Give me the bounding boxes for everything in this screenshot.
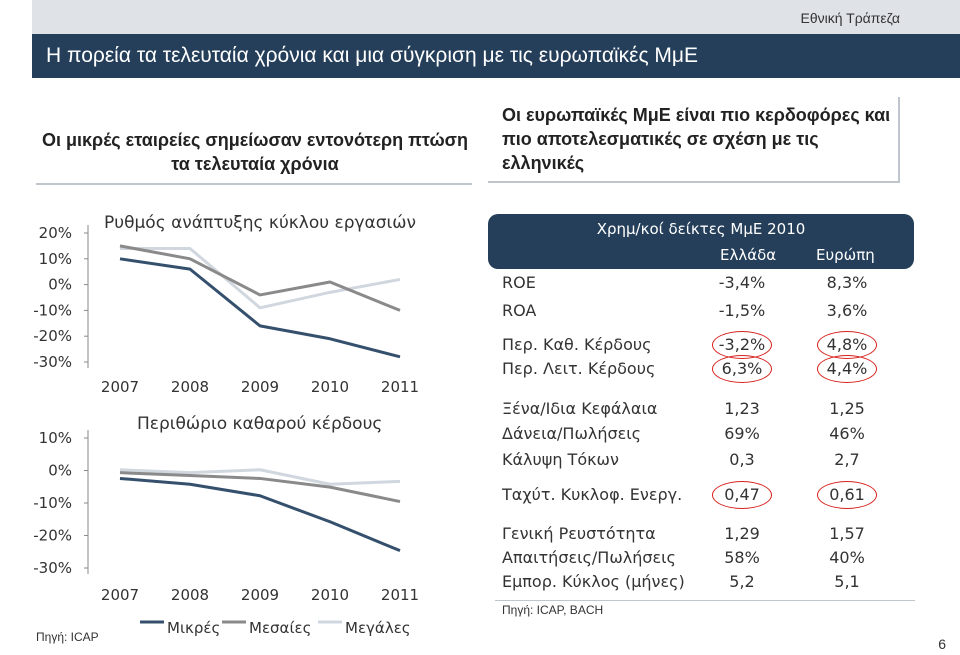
highlight-ring [817,355,877,383]
ratios-bottom-rule [495,600,915,601]
title-band [32,34,960,78]
highlight-ring [712,481,772,509]
ratio-greece-value: 0,3 [729,450,755,469]
y-tick-label: 20% [39,224,72,242]
ratio-label: Εμπορ. Κύκλος (μήνες) [502,572,685,591]
brand-name: Εθνική Τράπεζα [800,10,901,26]
x-tick-label: 2010 [311,378,349,396]
chart-title: Ρυθμός ανάπτυξης κύκλου εργασιών [104,213,416,233]
left-divider [36,183,472,185]
ratio-label: Δάνεια/Πωλήσεις [502,424,642,443]
ratio-europe-value: 40% [829,548,865,567]
page-title: Η πορεία τα τελευταία χρόνια και μια σύγ… [46,44,699,67]
ratio-row: Δάνεια/Πωλήσεις 69% 46% [502,424,882,448]
x-tick-label: 2008 [171,378,209,396]
column-europe: Ευρώπη [816,246,875,264]
ratio-greece-value: 5,2 [729,572,755,591]
y-tick-label: -10% [33,301,72,319]
x-tick-label: 2009 [241,378,279,396]
ratio-europe-value: 1,25 [829,399,865,418]
series-line-small [119,476,401,553]
left-heading: Οι μικρές εταιρείες σημείωσαν εντονότερη… [42,130,468,174]
x-tick-label: 2011 [381,378,419,396]
highlight-ring [817,481,877,509]
x-tick-label: 2007 [101,378,139,396]
ratio-europe-value: 1,57 [829,524,865,543]
ratio-row: ROA -1,5% 3,6% [502,301,882,325]
ratio-row: Απαιτήσεις/Πωλήσεις 58% 40% [502,548,882,572]
ratio-row: ROE -3,4% 8,3% [502,273,882,297]
y-tick-label: 10% [39,250,72,268]
ratio-europe-value: 2,7 [834,450,860,469]
y-tick-label: 10% [39,429,72,447]
series-line-small [119,257,401,359]
y-tick-label: 0% [48,462,72,480]
x-tick-label: 2010 [311,586,349,604]
ratio-row: Κάλυψη Τόκων 0,3 2,7 [502,450,882,474]
highlight-ring [712,355,772,383]
ratio-greece-value: 1,23 [724,399,760,418]
ratio-greece-value: -1,5% [718,301,766,320]
ratio-europe-value: 8,3% [826,273,868,292]
column-greece: Ελλάδα [720,246,777,264]
ratio-europe-value: 3,6% [826,301,868,320]
ratio-label: Περ. Λειτ. Κέρδους [502,359,656,378]
y-tick-label: -20% [33,527,72,545]
ratio-row: Ξένα/Ιδια Κεφάλαια 1,23 1,25 [502,399,882,423]
ratio-greece-value: 58% [724,548,760,567]
legend-label: Μικρές [167,619,220,637]
ratio-row: Γενική Ρευστότητα 1,29 1,57 [502,524,882,548]
right-heading: Οι ευρωπαϊκές ΜμΕ είναι πιο κερδοφόρες κ… [502,105,891,173]
x-tick-label: 2008 [171,586,209,604]
series-line-medium [119,244,401,312]
page-number: 6 [938,636,946,652]
ratio-row: Εμπορ. Κύκλος (μήνες) 5,2 5,1 [502,572,882,596]
y-tick-label: 0% [48,276,72,294]
x-tick-label: 2011 [381,586,419,604]
ratio-greece-value: -3,4% [718,273,766,292]
ratios-title: Χρημ/κοί δείκτες ΜμΕ 2010 [596,220,806,238]
series-line-large [119,468,401,486]
ratio-label: Ξένα/Ιδια Κεφάλαια [502,399,658,418]
line-charts: Ρυθμός ανάπτυξης κύκλου εργασιών 20% 10% 0%… [33,213,419,637]
ratio-greece-value: 1,29 [724,524,760,543]
ratio-label: Απαιτήσεις/Πωλήσεις [502,548,676,567]
ratio-label: ROA [502,301,537,320]
ratio-label: Γενική Ρευστότητα [502,524,656,543]
series-line-medium [119,471,401,504]
y-tick-label: -30% [33,559,72,577]
ratio-label: Ταχύτ. Κυκλοφ. Ενεργ. [502,485,683,504]
right-heading-frame [488,97,900,183]
x-tick-label: 2007 [101,586,139,604]
chart-title: Περιθώριο καθαρού κέρδους [137,414,382,434]
y-tick-label: -30% [33,353,72,371]
ratio-label: Κάλυψη Τόκων [502,450,619,469]
ratios-header: Χρημ/κοί δείκτες ΜμΕ 2010 Ελλάδα Ευρώπη [488,214,914,269]
legend-label: Μεσαίες [249,619,311,637]
right-source: Πηγή: ICAP, BACH [502,603,604,617]
left-source: Πηγή: ICAP [36,630,99,644]
series-line-large [120,246,401,310]
ratio-label: Περ. Καθ. Κέρδους [502,335,652,354]
ratio-label: ROE [502,273,536,292]
legend-label: Μεγάλες [345,619,411,637]
x-tick-label: 2009 [241,586,279,604]
ratio-europe-value: 5,1 [834,572,860,591]
ratio-europe-value: 46% [829,424,865,443]
top-band [32,0,960,34]
y-tick-label: -20% [33,327,72,345]
ratio-greece-value: 69% [724,424,760,443]
y-tick-label: -10% [33,494,72,512]
